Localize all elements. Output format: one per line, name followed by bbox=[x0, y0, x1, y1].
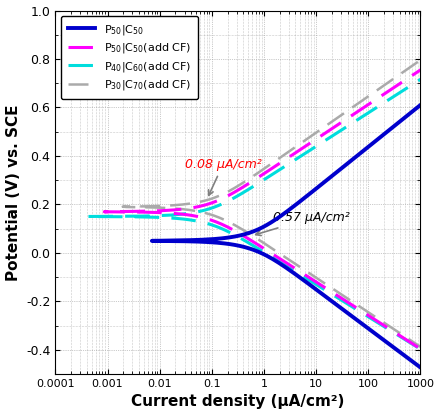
X-axis label: Current density (μA/cm²): Current density (μA/cm²) bbox=[131, 394, 345, 410]
Y-axis label: Potential (V) vs. SCE: Potential (V) vs. SCE bbox=[6, 104, 21, 281]
Text: 0.57 μA/cm²: 0.57 μA/cm² bbox=[256, 211, 350, 236]
Legend: P$_{50}$|C$_{50}$, P$_{50}$|C$_{50}$(add CF), P$_{40}$|C$_{60}$(add CF), P$_{30}: P$_{50}$|C$_{50}$, P$_{50}$|C$_{50}$(add… bbox=[61, 16, 198, 99]
Text: 0.08 μA/cm²: 0.08 μA/cm² bbox=[184, 158, 261, 195]
